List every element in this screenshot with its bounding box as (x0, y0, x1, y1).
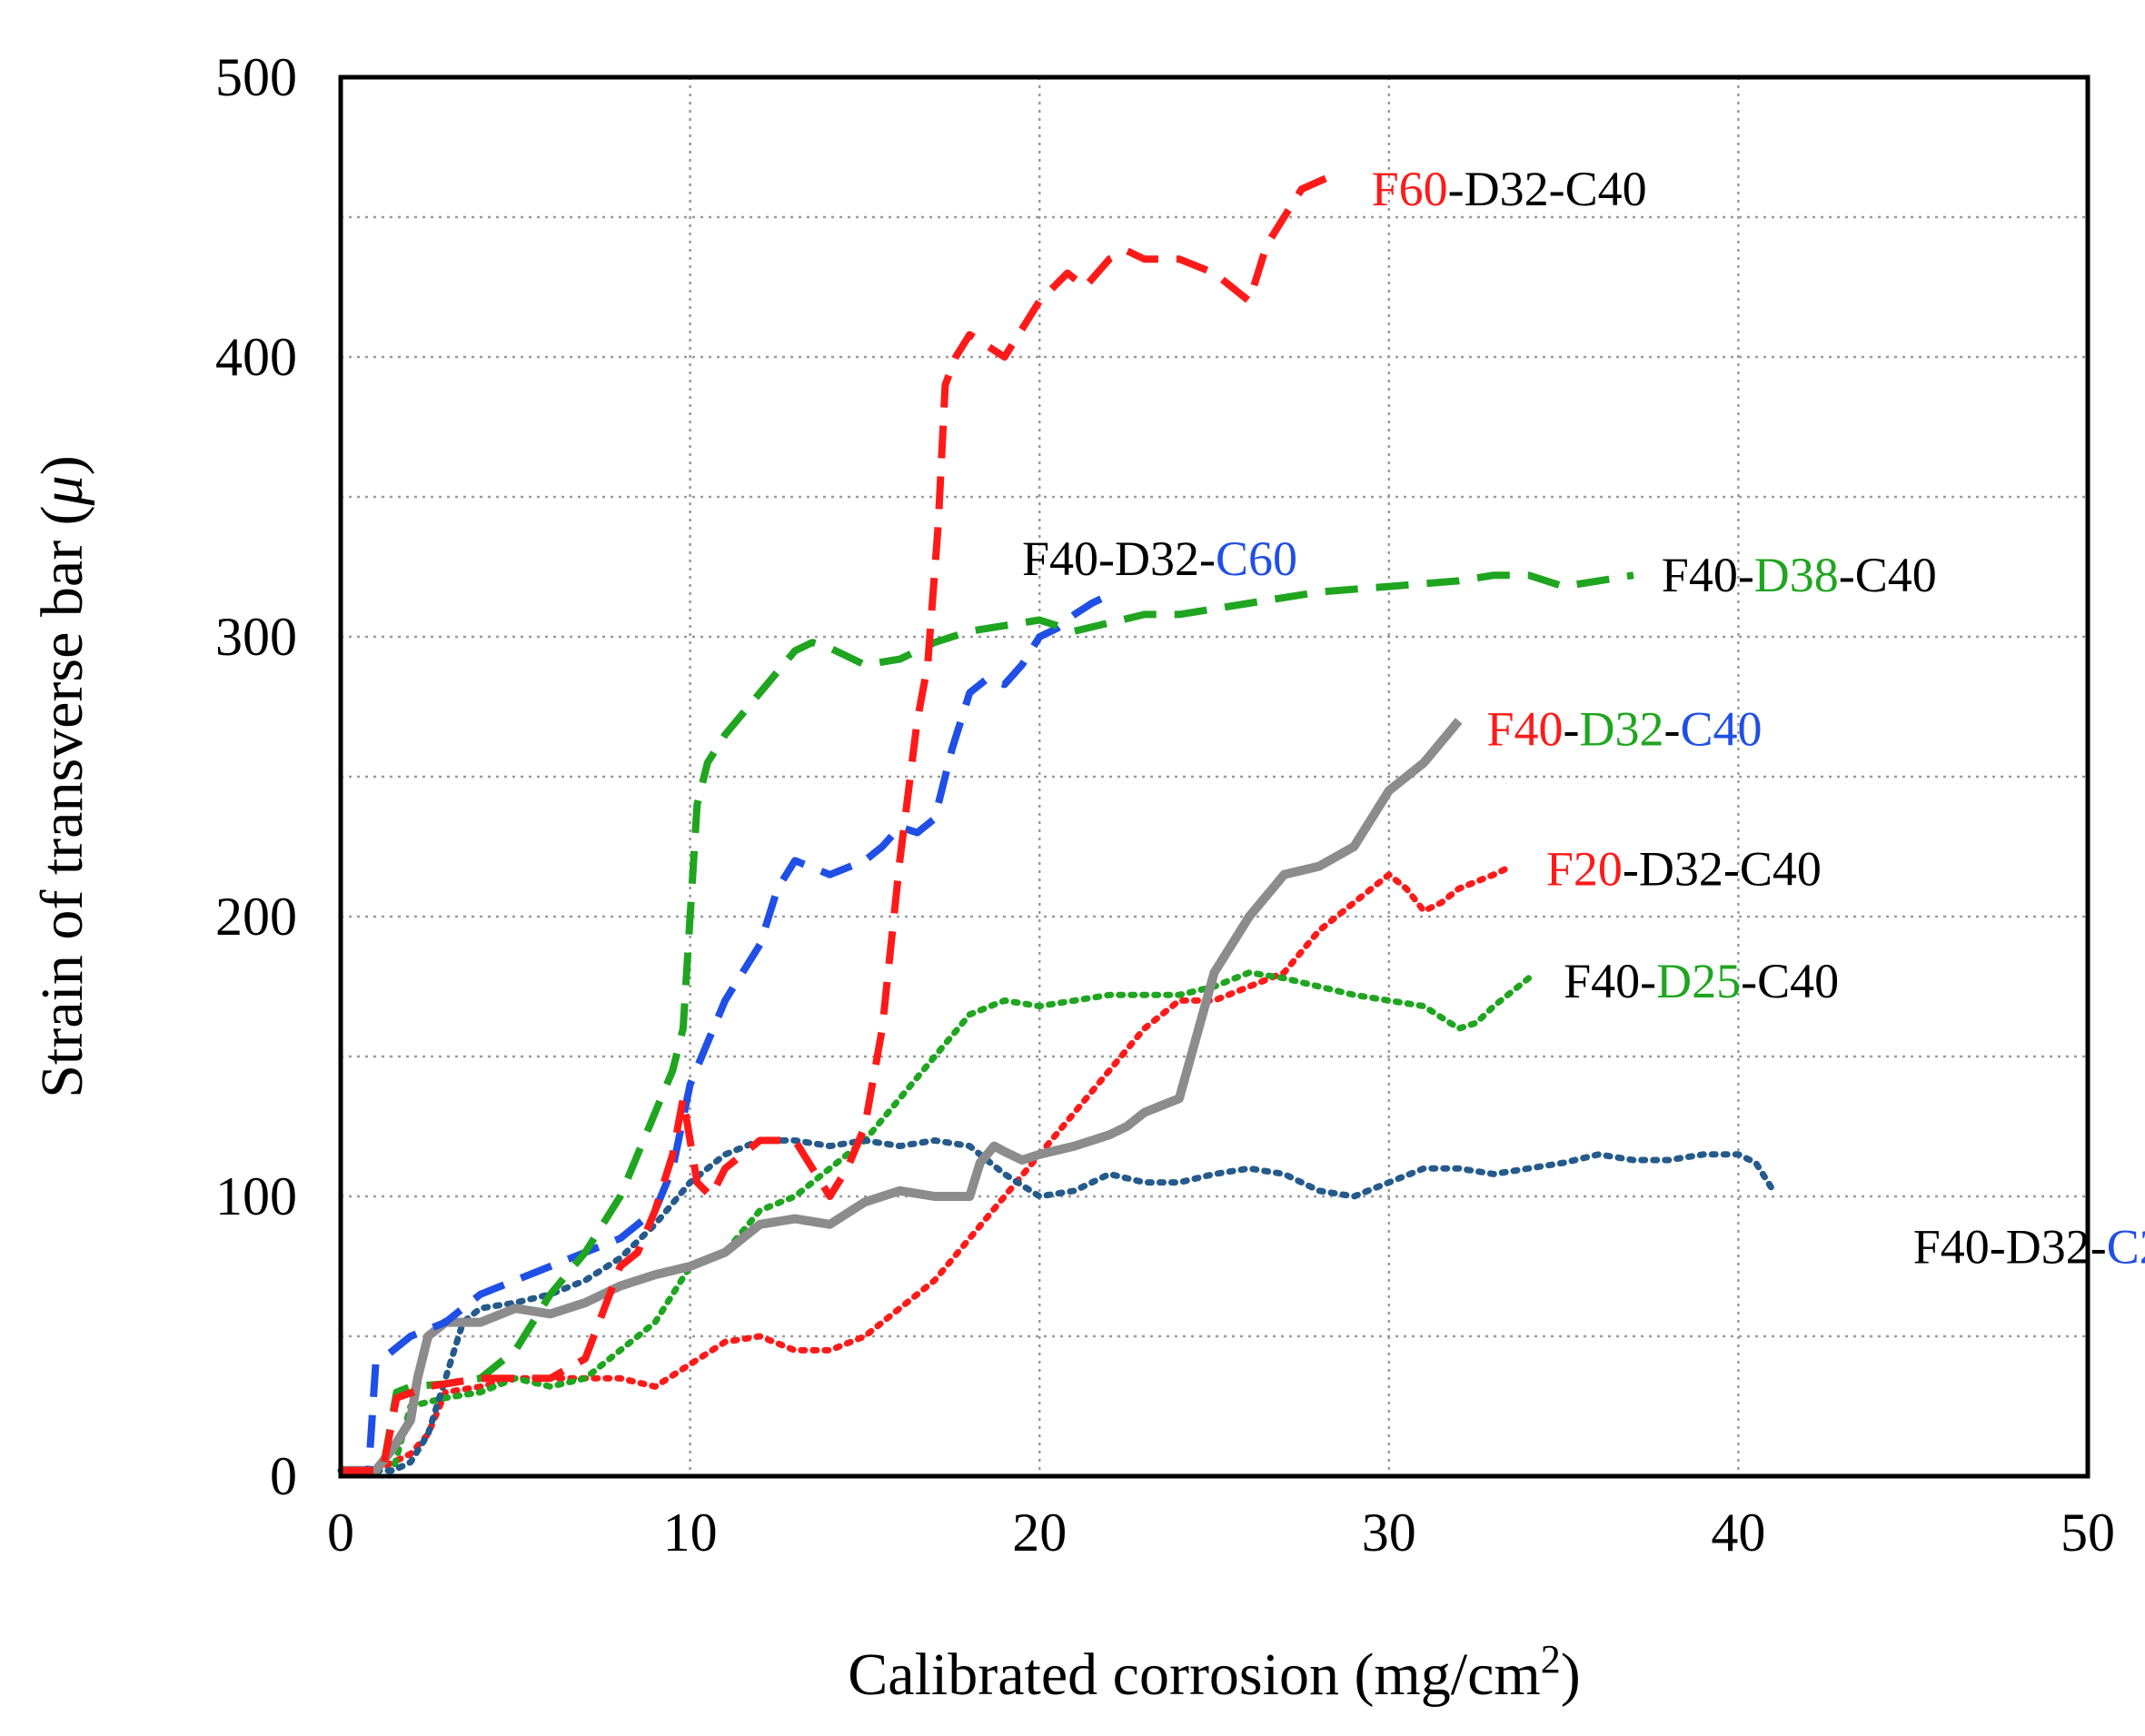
series-label-part: F60 (1372, 162, 1448, 216)
y-tick-labels: 0 100 200 300 400 500 (215, 47, 297, 1506)
series-label-part: C20 (2107, 1219, 2145, 1274)
series-label-part: D25 (1656, 954, 1741, 1008)
series-label-part: - (1564, 702, 1580, 757)
x-tick-label: 10 (663, 1503, 718, 1562)
series-label-c60: F40-D32-C60 (1022, 531, 1297, 586)
series-label-part: F40- (1662, 548, 1754, 602)
x-tick-labels: 0 10 20 30 40 50 (327, 1503, 2115, 1562)
series-label-part: F40- (1564, 954, 1656, 1008)
series-label-c20: F40-D32-C20 (1913, 1219, 2145, 1274)
series-label-part: F40 (1486, 702, 1563, 757)
x-tick-label: 0 (327, 1503, 354, 1562)
series-line-f60 (341, 172, 1335, 1474)
y-axis-title: Strain of transverse bar (μ) (29, 455, 95, 1098)
series-label-part: D32 (1580, 702, 1664, 757)
series-label-f20: F20-D32-C40 (1546, 842, 1822, 897)
series-line-f20 (337, 863, 1514, 1474)
series-label-part: - (1664, 702, 1681, 757)
y-tick-label: 0 (270, 1446, 297, 1506)
x-axis-title: Calibrated corrosion (mg/cm2) (848, 1637, 1580, 1709)
y-tick-label: 200 (215, 887, 297, 947)
series-label-main: F40-D32-C40 (1486, 702, 1762, 757)
x-axis-title-sup: 2 (1541, 1637, 1561, 1681)
grid-lines (341, 77, 2088, 1476)
series-label-part: C60 (1216, 531, 1297, 586)
series-label-part: D38 (1754, 548, 1839, 602)
series-label-part: F40-D32- (1913, 1219, 2107, 1274)
y-axis-title-mu: μ (29, 475, 95, 506)
series-label-part: C40 (1681, 702, 1763, 757)
series-label-part: F20 (1546, 842, 1623, 897)
y-tick-label: 300 (215, 607, 297, 667)
y-tick-label: 400 (215, 327, 297, 387)
series-line-d38 (341, 571, 1634, 1474)
series-line-c60 (341, 591, 1111, 1474)
series-label-d25: F40-D25-C40 (1564, 954, 1839, 1008)
series-label-part: -C40 (1741, 954, 1839, 1008)
series-label-part: F40-D32- (1022, 531, 1216, 586)
series-line-main (341, 718, 1463, 1475)
y-tick-label: 100 (215, 1166, 297, 1226)
x-tick-label: 40 (1711, 1503, 1765, 1562)
x-axis-title-main: Calibrated corrosion (mg/cm (848, 1642, 1540, 1708)
series-line-c20 (337, 1136, 1777, 1474)
series-label-d38: F40-D38-C40 (1662, 548, 1937, 602)
series-label-f60: F60-D32-C40 (1372, 162, 1647, 216)
series-label-part: -D32-C40 (1448, 162, 1647, 216)
series-layer (337, 172, 1777, 1475)
y-tick-label: 500 (215, 47, 297, 107)
series-line-d25 (337, 969, 1533, 1474)
x-axis-title-end: ) (1561, 1642, 1581, 1708)
plot-frame (338, 74, 2090, 1479)
series-label-part: -C40 (1839, 548, 1937, 602)
series-label-part: -D32-C40 (1623, 842, 1822, 897)
x-tick-label: 30 (1362, 1503, 1416, 1562)
y-axis-title-end: ) (29, 455, 95, 475)
y-axis-title-main: Strain of transverse bar ( (29, 505, 95, 1097)
x-tick-label: 50 (2061, 1503, 2115, 1562)
x-tick-label: 20 (1012, 1503, 1067, 1562)
